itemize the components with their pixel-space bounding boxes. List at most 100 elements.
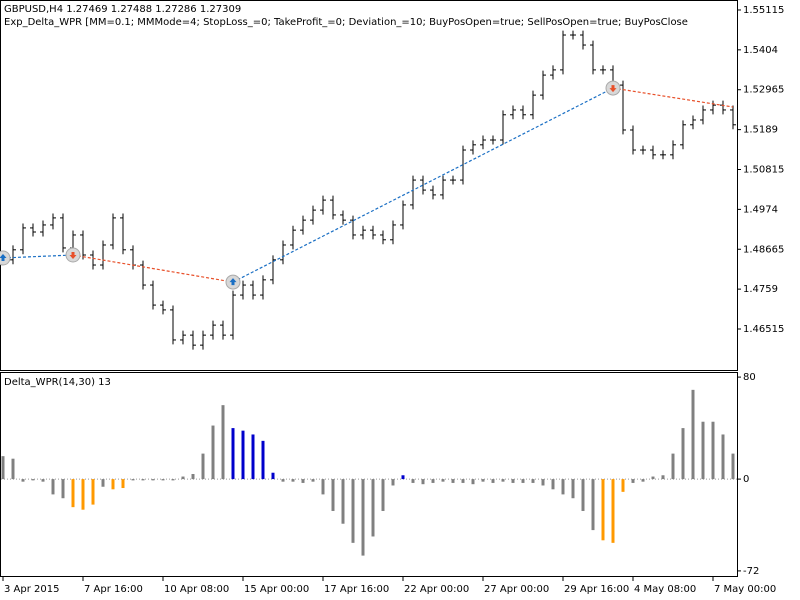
histogram-bar (1, 456, 5, 480)
y-tick-label: 1.4974 (743, 204, 778, 215)
y-tick-label: 1.5404 (743, 45, 778, 56)
histogram-bar (341, 479, 345, 524)
histogram-bar (331, 479, 335, 511)
y-tick-label: 1.50815 (743, 164, 784, 175)
histogram-bar (291, 479, 295, 482)
histogram-bar (451, 479, 455, 483)
histogram-bar (111, 479, 115, 490)
histogram-bar (551, 479, 555, 490)
histogram-bar (681, 428, 685, 480)
histogram-bar (601, 479, 605, 541)
histogram-bar (731, 453, 735, 480)
histogram-bar (541, 479, 545, 486)
x-tick-label: 29 Apr 16:00 (564, 584, 629, 595)
y-tick-label: 1.52965 (743, 85, 784, 96)
y-tick-label: 0 (743, 474, 749, 485)
histogram-bar (231, 428, 235, 480)
trade-line (72, 254, 234, 283)
histogram-bar (161, 479, 165, 481)
x-tick-label: 7 Apr 16:00 (84, 584, 143, 595)
histogram-bar (81, 479, 85, 510)
y-tick-label: 80 (743, 372, 756, 383)
histogram-bar (351, 479, 355, 543)
histogram-bar (661, 475, 665, 480)
histogram-bar (631, 479, 635, 483)
x-tick-label: 3 Apr 2015 (4, 584, 59, 595)
histogram-bar (271, 472, 275, 480)
trade-arrow (0, 253, 7, 261)
histogram-bar (391, 479, 395, 486)
chart-title: GBPUSD,H4 1.27469 1.27488 1.27286 1.2730… (4, 4, 241, 15)
histogram-bar (491, 479, 495, 483)
histogram-bar (51, 479, 55, 495)
x-tick-label: 4 May 08:00 (634, 584, 696, 595)
histogram-bar (61, 479, 65, 499)
histogram-bar (461, 479, 465, 483)
histogram-bar (201, 453, 205, 480)
trade-line (232, 87, 614, 283)
x-tick-label: 15 Apr 00:00 (244, 584, 309, 595)
histogram-bar (71, 479, 75, 508)
histogram-bar (511, 479, 515, 483)
histogram-bar (401, 475, 405, 480)
histogram-bar (441, 479, 445, 482)
histogram-bar (131, 479, 135, 481)
trade-line (2, 254, 74, 259)
histogram-bar (381, 479, 385, 511)
histogram-bar (221, 405, 225, 480)
histogram-bar (471, 479, 475, 485)
histogram-bar (261, 440, 265, 480)
histogram-bar (671, 453, 675, 480)
x-tick-label: 7 May 00:00 (714, 584, 776, 595)
histogram-bar (501, 479, 505, 482)
histogram-bar (431, 479, 435, 483)
y-tick-label: 1.55115 (743, 5, 784, 16)
histogram-bar (311, 479, 315, 482)
histogram-bar (41, 479, 45, 482)
trade-arrow (229, 278, 237, 286)
histogram-bar (561, 479, 565, 495)
histogram-bar (481, 479, 485, 482)
histogram-bar (151, 479, 155, 481)
histogram-bar (31, 479, 35, 481)
histogram-bar (181, 476, 185, 480)
histogram-bar (581, 479, 585, 511)
histogram-bar (191, 474, 195, 480)
trade-arrow (609, 85, 617, 93)
histogram-bar (141, 479, 145, 481)
histogram-bar (361, 479, 365, 556)
histogram-bar (281, 479, 285, 482)
indicator-title: Delta_WPR(14,30) 13 (4, 377, 111, 388)
indicator-panel (0, 372, 738, 577)
histogram-bar (251, 434, 255, 480)
trade-arrow (69, 252, 77, 259)
histogram-bar (11, 458, 15, 480)
histogram-bar (711, 421, 715, 480)
y-tick-label: 1.48665 (743, 244, 784, 255)
histogram-bar (521, 479, 525, 483)
histogram-bar (611, 479, 615, 543)
y-tick-label: 1.5189 (743, 125, 778, 136)
histogram-bar (651, 476, 655, 480)
histogram-bar (721, 434, 725, 480)
histogram-bar (91, 479, 95, 505)
histogram-bar (571, 479, 575, 499)
y-tick-label: 1.46515 (743, 324, 784, 335)
histogram-bar (411, 479, 415, 483)
y-tick-label: 1.4759 (743, 284, 778, 295)
x-tick-label: 27 Apr 00:00 (484, 584, 549, 595)
histogram-bar (241, 430, 245, 480)
histogram-bar (371, 479, 375, 537)
histogram-bar (301, 479, 305, 483)
price-panel (0, 0, 738, 371)
expert-caption: Exp_Delta_WPR [MM=0.1; MMMode=4; StopLos… (4, 17, 688, 28)
histogram-bar (321, 479, 325, 495)
histogram-bar (121, 479, 125, 489)
histogram-bar (641, 479, 645, 482)
histogram-bar (211, 425, 215, 480)
histogram-bar (691, 389, 695, 480)
x-tick-label: 17 Apr 16:00 (324, 584, 389, 595)
histogram-bar (21, 479, 25, 482)
